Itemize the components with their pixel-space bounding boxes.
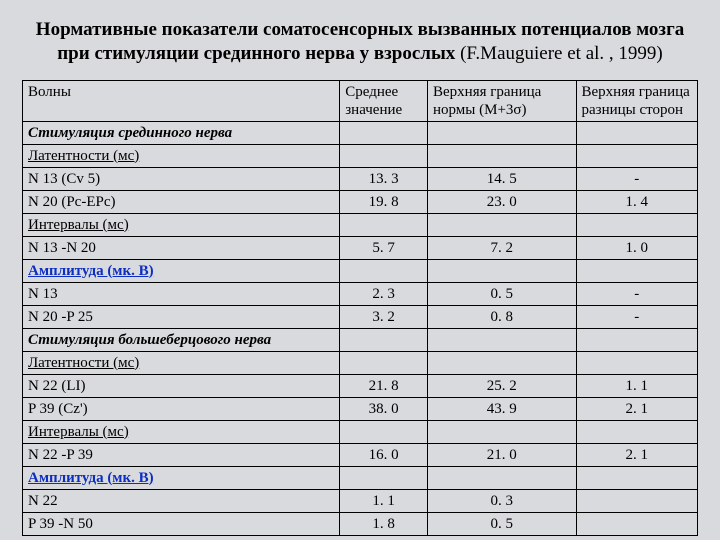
- row-diff: [576, 121, 698, 144]
- row-diff: [576, 489, 698, 512]
- row-diff: [576, 259, 698, 282]
- table-row: N 13 (Cv 5)13. 314. 5-: [23, 167, 698, 190]
- col-upper: Верхняя граница нормы (М+3σ): [428, 80, 577, 121]
- row-mean: [340, 213, 428, 236]
- row-upper: [428, 121, 577, 144]
- row-label: Стимуляция большеберцового нерва: [23, 328, 340, 351]
- table-row: Стимуляция срединного нерва: [23, 121, 698, 144]
- row-label: P 39 -N 50: [23, 512, 340, 535]
- row-mean: 16. 0: [340, 443, 428, 466]
- row-mean: 21. 8: [340, 374, 428, 397]
- table-row: N 13 -N 205. 77. 21. 0: [23, 236, 698, 259]
- row-upper: 0. 8: [428, 305, 577, 328]
- row-label: N 13: [23, 282, 340, 305]
- row-diff: [576, 144, 698, 167]
- row-label: P 39 (Cz'): [23, 397, 340, 420]
- row-label: N 22 -P 39: [23, 443, 340, 466]
- row-upper: 0. 3: [428, 489, 577, 512]
- row-label: Стимуляция срединного нерва: [23, 121, 340, 144]
- row-diff: [576, 328, 698, 351]
- row-diff: [576, 420, 698, 443]
- row-upper: [428, 466, 577, 489]
- row-mean: 13. 3: [340, 167, 428, 190]
- table-row: P 39 (Cz')38. 043. 92. 1: [23, 397, 698, 420]
- row-diff: 2. 1: [576, 443, 698, 466]
- row-mean: [340, 420, 428, 443]
- row-mean: 1. 8: [340, 512, 428, 535]
- table-row: P 39 -N 501. 80. 5: [23, 512, 698, 535]
- table-row: N 132. 30. 5-: [23, 282, 698, 305]
- row-label: N 20 -P 25: [23, 305, 340, 328]
- table-header-row: Волны Среднее значение Верхняя граница н…: [23, 80, 698, 121]
- row-diff: [576, 466, 698, 489]
- row-diff: 1. 0: [576, 236, 698, 259]
- row-mean: 38. 0: [340, 397, 428, 420]
- row-label: N 13 (Cv 5): [23, 167, 340, 190]
- table-row: Амплитуда (мк. В): [23, 466, 698, 489]
- row-mean: 3. 2: [340, 305, 428, 328]
- normative-table: Волны Среднее значение Верхняя граница н…: [22, 80, 698, 536]
- title-citation: (F.Mauguiere et al. , 1999): [460, 43, 663, 64]
- table-row: Интервалы (мс): [23, 213, 698, 236]
- col-waves: Волны: [23, 80, 340, 121]
- row-mean: [340, 466, 428, 489]
- row-diff: [576, 213, 698, 236]
- row-upper: [428, 328, 577, 351]
- table-row: N 22 (LI)21. 825. 21. 1: [23, 374, 698, 397]
- row-upper: [428, 213, 577, 236]
- row-label: Латентности (мс): [23, 144, 340, 167]
- row-label: Интервалы (мс): [23, 213, 340, 236]
- row-mean: [340, 259, 428, 282]
- row-diff: -: [576, 167, 698, 190]
- table-row: Латентности (мс): [23, 351, 698, 374]
- row-diff: 1. 1: [576, 374, 698, 397]
- row-upper: [428, 144, 577, 167]
- table-row: N 20 (Pc-EPc)19. 823. 01. 4: [23, 190, 698, 213]
- table-row: N 22 -P 3916. 021. 02. 1: [23, 443, 698, 466]
- row-label: Амплитуда (мк. В): [23, 259, 340, 282]
- row-upper: 7. 2: [428, 236, 577, 259]
- row-label: N 13 -N 20: [23, 236, 340, 259]
- row-label: Интервалы (мс): [23, 420, 340, 443]
- col-mean: Среднее значение: [340, 80, 428, 121]
- row-diff: [576, 351, 698, 374]
- row-label: N 22 (LI): [23, 374, 340, 397]
- row-diff: 1. 4: [576, 190, 698, 213]
- row-diff: -: [576, 305, 698, 328]
- row-mean: [340, 328, 428, 351]
- row-diff: [576, 512, 698, 535]
- row-upper: 0. 5: [428, 512, 577, 535]
- row-upper: [428, 420, 577, 443]
- table-row: Амплитуда (мк. В): [23, 259, 698, 282]
- page-title: Нормативные показатели соматосенсорных в…: [22, 18, 698, 66]
- row-mean: 5. 7: [340, 236, 428, 259]
- row-upper: 0. 5: [428, 282, 577, 305]
- row-upper: 23. 0: [428, 190, 577, 213]
- row-mean: 1. 1: [340, 489, 428, 512]
- row-upper: [428, 259, 577, 282]
- row-upper: 21. 0: [428, 443, 577, 466]
- table-row: Интервалы (мс): [23, 420, 698, 443]
- row-diff: -: [576, 282, 698, 305]
- row-upper: 25. 2: [428, 374, 577, 397]
- table-row: Латентности (мс): [23, 144, 698, 167]
- col-diff: Верхняя граница разницы сторон: [576, 80, 698, 121]
- row-label: N 22: [23, 489, 340, 512]
- row-upper: [428, 351, 577, 374]
- row-label: Амплитуда (мк. В): [23, 466, 340, 489]
- row-mean: 19. 8: [340, 190, 428, 213]
- row-mean: [340, 121, 428, 144]
- row-label: N 20 (Pc-EPc): [23, 190, 340, 213]
- table-row: N 20 -P 253. 20. 8-: [23, 305, 698, 328]
- row-diff: 2. 1: [576, 397, 698, 420]
- table-row: Стимуляция большеберцового нерва: [23, 328, 698, 351]
- row-mean: [340, 144, 428, 167]
- row-label: Латентности (мс): [23, 351, 340, 374]
- row-upper: 14. 5: [428, 167, 577, 190]
- row-upper: 43. 9: [428, 397, 577, 420]
- row-mean: 2. 3: [340, 282, 428, 305]
- table-row: N 221. 10. 3: [23, 489, 698, 512]
- row-mean: [340, 351, 428, 374]
